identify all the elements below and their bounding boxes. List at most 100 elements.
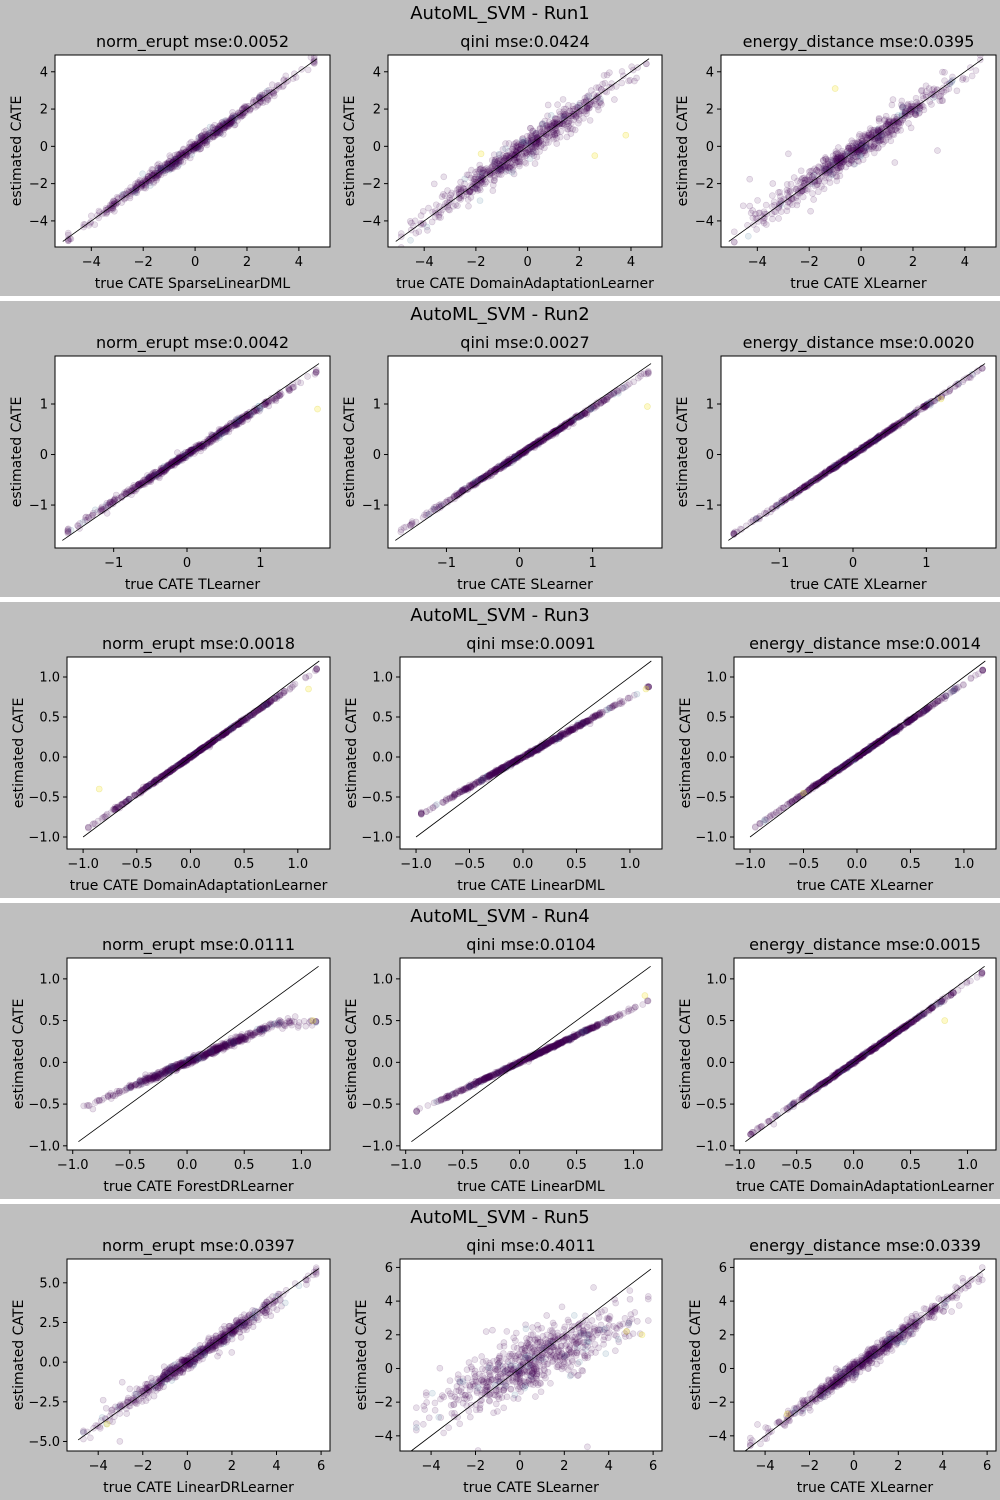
scatter-point: [165, 162, 173, 170]
scatter-point: [474, 167, 482, 174]
y-axis-label: estimated CATE: [342, 96, 358, 207]
scatter-point: [131, 187, 139, 194]
outlier-point: [562, 105, 570, 113]
scatter-point: [472, 173, 479, 181]
scatter-point: [444, 201, 452, 209]
scatter-point: [512, 143, 520, 150]
scatter-point: [228, 118, 236, 125]
scatter-point: [164, 164, 171, 171]
scatter-point: [522, 150, 529, 157]
scatter-point: [270, 87, 278, 94]
scatter-point: [417, 221, 425, 228]
scatter-point: [515, 140, 522, 148]
panel-title: energy_distance mse:0.0020: [743, 333, 975, 353]
x-tick-label: 1.0: [287, 857, 308, 872]
scatter-point: [797, 167, 805, 175]
scatter-point: [770, 198, 778, 206]
scatter-point: [551, 130, 558, 138]
scatter-point: [526, 155, 534, 162]
y-tick-label: −0.5: [28, 791, 60, 806]
outlier-point: [935, 93, 943, 100]
scatter-point: [470, 175, 477, 183]
scatter-point: [562, 110, 569, 118]
scatter-point: [491, 156, 499, 164]
scatter-point: [455, 190, 463, 198]
scatter-point: [153, 174, 161, 182]
x-tick-label: 0: [857, 255, 865, 270]
scatter-point: [533, 153, 541, 161]
scatter-point: [456, 190, 464, 198]
scatter-point: [231, 121, 238, 129]
scatter-point: [529, 128, 536, 135]
scatter-point: [560, 121, 568, 128]
y-tick-label: −2: [29, 177, 48, 192]
scatter-point: [599, 80, 606, 88]
scatter-point: [537, 142, 545, 149]
run-title: AutoML_SVM - Run3: [410, 605, 590, 626]
scatter-point: [482, 169, 489, 176]
scatter-point: [533, 137, 541, 145]
scatter-point: [853, 153, 861, 161]
scatter-point: [887, 137, 895, 145]
scatter-point: [550, 135, 558, 143]
scatter-point: [497, 165, 505, 173]
scatter-point: [221, 123, 229, 130]
x-tick-label: 2: [243, 255, 251, 270]
scatter-point: [274, 82, 281, 90]
scatter-point: [536, 125, 544, 133]
scatter-point: [479, 169, 486, 177]
scatter-point: [157, 165, 165, 173]
scatter-point: [505, 140, 513, 147]
scatter-point: [959, 378, 967, 386]
scatter-point: [565, 117, 573, 125]
scatter-point: [476, 161, 484, 169]
outlier-point: [544, 101, 552, 109]
scatter-point: [595, 84, 603, 91]
scatter-point: [546, 121, 554, 128]
scatter-point: [172, 158, 180, 165]
scatter-point: [479, 169, 486, 177]
scatter-point: [215, 129, 223, 137]
scatter-point: [523, 132, 531, 140]
scatter-point: [259, 99, 267, 107]
scatter-point: [488, 169, 496, 177]
scatter-point: [134, 178, 142, 186]
scatter-point: [497, 161, 504, 168]
scatter-point: [218, 125, 226, 132]
scatter-point: [534, 134, 542, 141]
scatter-point: [489, 162, 496, 170]
scatter-point: [845, 144, 853, 152]
scatter-point: [806, 171, 813, 179]
scatter-point: [209, 124, 216, 131]
outlier-point: [783, 186, 791, 194]
scatter-point: [463, 171, 471, 179]
scatter-point: [175, 158, 183, 166]
scatter-point: [509, 166, 517, 174]
scatter-point: [175, 159, 182, 166]
scatter-point: [227, 116, 234, 124]
scatter-point: [168, 163, 176, 170]
scatter-point: [511, 161, 518, 169]
scatter-point: [575, 110, 583, 118]
scatter-point: [425, 204, 432, 212]
scatter-point: [412, 229, 420, 237]
scatter-point: [186, 154, 194, 162]
outlier-point: [591, 152, 599, 159]
plot-area: [388, 55, 662, 247]
scatter-point: [835, 144, 842, 151]
x-tick-label: 0: [523, 255, 531, 270]
scatter-point: [522, 159, 530, 167]
scatter-point: [87, 212, 95, 220]
scatter-point: [560, 110, 567, 118]
y-tick-label: −1: [29, 499, 48, 514]
scatter-point: [119, 190, 127, 198]
scatter-point: [491, 159, 499, 166]
outlier-point: [477, 150, 485, 158]
scatter-point: [127, 184, 134, 191]
outlier-point: [91, 820, 99, 828]
scatter-point: [505, 148, 512, 155]
scatter-point: [282, 72, 290, 80]
scatter-point: [509, 145, 516, 153]
scatter-point: [532, 130, 539, 137]
outlier-point: [265, 402, 273, 410]
